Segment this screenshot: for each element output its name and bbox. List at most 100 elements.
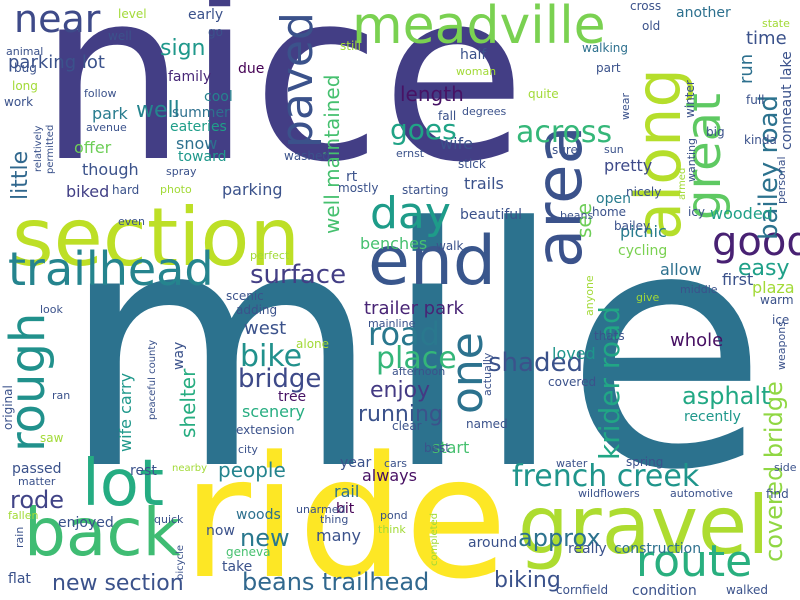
word-nearby: nearby	[172, 463, 207, 474]
word-fall: fall	[438, 109, 457, 123]
word-really: really	[568, 541, 607, 557]
word-best: best	[424, 441, 450, 455]
word-still: still	[340, 39, 361, 53]
word-even: even	[118, 215, 146, 228]
word-little: little	[8, 150, 33, 200]
word-eateries: eateries	[170, 119, 227, 135]
word-scenery: scenery	[242, 402, 306, 421]
word-cross: cross	[630, 0, 662, 13]
word-wooded: wooded	[710, 204, 773, 223]
word-back: back	[24, 494, 181, 571]
word-enjoyed: enjoyed	[58, 515, 114, 531]
word-perfect: perfect	[250, 249, 290, 262]
word-matter: matter	[18, 475, 56, 488]
word-always: always	[362, 466, 417, 485]
word-half: half	[460, 47, 487, 63]
word-warm: warm	[760, 293, 794, 307]
word-loved: loved	[552, 344, 596, 363]
word-trailhead: trailhead	[8, 242, 214, 296]
word-people: people	[218, 458, 286, 482]
word-pond: pond	[380, 509, 408, 522]
word-trails: trails	[464, 174, 504, 193]
word-completed: completed	[429, 512, 440, 566]
word-shelter: shelter	[176, 368, 200, 438]
word-year: year	[340, 455, 372, 471]
word-run: run	[736, 53, 757, 84]
word-good: good	[712, 219, 800, 265]
word-alone: alone	[296, 337, 330, 351]
word-avenue: avenue	[86, 121, 127, 134]
word-new: new	[240, 524, 290, 552]
word-quite: quite	[528, 87, 559, 101]
word-sign: sign	[160, 36, 206, 61]
word-unarmed: unarmed	[296, 503, 346, 516]
word-take: take	[222, 559, 253, 575]
word-park: park	[92, 104, 128, 123]
word-bridge: bridge	[238, 364, 322, 394]
word-actually: actually	[481, 352, 494, 396]
word-shaded: shaded	[488, 348, 583, 378]
word-whole: whole	[670, 330, 724, 351]
word-wear: wear	[619, 92, 632, 120]
word-another: another	[676, 5, 731, 21]
word-ran: ran	[52, 389, 71, 402]
word-go: go	[208, 25, 223, 39]
word-bike: bike	[240, 339, 303, 374]
word-well-2: well	[136, 98, 180, 123]
word-summer: summer	[172, 105, 230, 121]
word-ice: ice	[772, 313, 790, 327]
word-bicycle: bicycle	[175, 545, 186, 580]
word-approx: approx	[518, 524, 601, 552]
word-well-3: well	[108, 29, 132, 43]
word-washed: washed	[284, 149, 331, 163]
word-now: now	[206, 523, 235, 539]
word-pretty: pretty	[604, 156, 653, 175]
word-way: way	[171, 341, 187, 370]
word-goes: goes	[390, 113, 457, 146]
word-toward: toward	[178, 149, 227, 165]
word-kinda: kinda	[744, 133, 777, 147]
word-mainline: mainline	[368, 317, 416, 330]
word-time: time	[746, 28, 787, 49]
word-paved: paved	[272, 12, 323, 148]
word-beans-trailhead: beans trailhead	[242, 568, 430, 596]
word-degrees: degrees	[462, 105, 507, 118]
word-open: open	[596, 191, 631, 207]
word-mile: mile	[60, 158, 768, 542]
word-around: around	[468, 535, 518, 551]
word-across: across	[516, 115, 613, 150]
word-state: state	[762, 17, 790, 30]
word-family: family	[168, 69, 212, 85]
word-extension: extension	[236, 423, 295, 437]
word-enjoy: enjoy	[370, 378, 431, 403]
word-cornfield: cornfield	[556, 583, 609, 597]
word-photo: photo	[160, 183, 192, 196]
word-picnic: picnic	[620, 222, 667, 241]
word-recently: recently	[684, 409, 741, 425]
word-weapons: weapons	[775, 321, 788, 370]
word-spring: spring	[626, 455, 664, 469]
word-passed: passed	[12, 461, 62, 477]
word-day: day	[370, 188, 451, 239]
word-nicely: nicely	[626, 185, 662, 199]
word-biked: biked	[66, 182, 110, 201]
word-conneaut-lake: conneaut lake	[779, 51, 795, 150]
word-quick: quick	[154, 513, 184, 526]
word-starting: starting	[402, 183, 449, 197]
word-many: many	[316, 526, 361, 545]
word-automotive: automotive	[670, 487, 733, 500]
word-icy: icy	[688, 205, 706, 219]
word-look: look	[40, 303, 63, 316]
word-cycling: cycling	[618, 243, 668, 259]
word-wife: wife	[440, 134, 474, 153]
word-follow: follow	[84, 87, 117, 100]
word-due: due	[238, 61, 265, 77]
word-near: near	[14, 0, 101, 41]
word-saw: saw	[40, 431, 64, 445]
word-asphalt: asphalt	[682, 382, 771, 410]
word-nice: nice	[38, 0, 527, 214]
word-bailey: bailey	[614, 219, 651, 233]
word-beans: beans	[560, 209, 594, 222]
word-woman: woman	[456, 65, 497, 78]
